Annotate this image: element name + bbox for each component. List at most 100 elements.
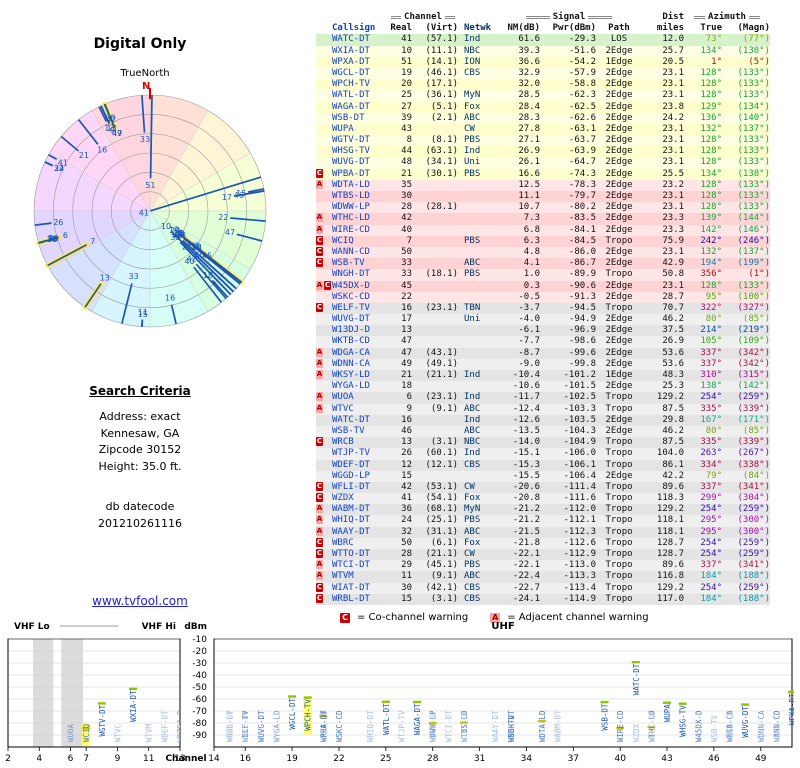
station-callsign[interactable]: WSB-TV (332, 258, 365, 269)
station-callsign[interactable]: WATL-DT (332, 90, 370, 101)
azimuth-magnetic: (85°) (742, 314, 770, 325)
co-channel-badge: C (316, 582, 323, 592)
station-callsign[interactable]: WELF-TV (332, 302, 370, 313)
adjacent-channel-badge: A (316, 213, 323, 223)
band-station-label: WTBS-LD (460, 710, 469, 742)
station-callsign[interactable]: WFLI-DT (332, 481, 370, 492)
station-callsign[interactable]: WRCB (332, 437, 354, 448)
station-callsign[interactable]: WCIQ (332, 235, 354, 246)
station-callsign[interactable]: WSB-DT (332, 112, 365, 123)
station-callsign[interactable]: WKTB-CD (332, 336, 370, 347)
station-callsign[interactable]: WNGH-DT (332, 269, 370, 280)
north-label: N (142, 81, 150, 92)
station-callsign[interactable]: WATC-DT (332, 414, 370, 425)
station-callsign[interactable]: WSKC-CD (332, 291, 370, 302)
power-dbm: -63.1 (568, 123, 596, 134)
warning-badges (316, 79, 332, 90)
station-highlight (303, 698, 312, 735)
signal-path: Tropo (605, 448, 633, 459)
noise-margin-db: 28.5 (518, 90, 540, 101)
station-callsign[interactable]: WAGA-DT (332, 101, 370, 112)
azimuth-true: 299° (700, 493, 722, 504)
dbm-tick-label: -60 (192, 695, 207, 705)
station-callsign[interactable]: WKSY-LD (332, 370, 370, 380)
channel-real: 36 (401, 504, 412, 515)
station-callsign[interactable]: WTHC-LD (332, 213, 370, 224)
station-callsign[interactable]: WGTV-DT (332, 135, 370, 146)
station-callsign[interactable]: WTTO-DT (332, 549, 370, 559)
distance-miles: 23.1 (662, 67, 684, 78)
table-row: WDEF-DT 12 (12.1) CBS -15.3 -106.1 Tropo 86.1 33… (316, 459, 770, 471)
station-callsign[interactable]: W45DX-D (332, 280, 370, 291)
power-dbm: -80.2 (568, 202, 596, 213)
station-callsign[interactable]: WPCH-TV (332, 79, 370, 90)
radar-spoke (179, 241, 232, 295)
station-callsign[interactable]: WIAT-DT (332, 582, 370, 593)
signal-level-marker (82, 727, 91, 730)
station-callsign[interactable]: WGGD-LP (332, 470, 370, 481)
signal-path: Tropo (605, 302, 633, 313)
station-callsign[interactable]: W13DJ-D (332, 325, 370, 336)
station-callsign[interactable]: WABM-DT (332, 504, 370, 515)
station-callsign[interactable]: WATC-DT (332, 34, 370, 45)
station-callsign[interactable]: WDTA-LD (332, 179, 370, 190)
station-callsign[interactable]: WDWW-LP (332, 202, 370, 213)
noise-margin-db: 4.8 (523, 246, 540, 257)
station-callsign[interactable]: WTCI-DT (332, 560, 370, 571)
table-row: W13DJ-D 13 -6.1 -96.9 2Edge 37.5 214° (219°) (316, 325, 770, 337)
table-row: C WFLI-DT 42 (53.1) CW -20.6 -111.4 Tropo 89.6 33… (316, 481, 770, 494)
station-callsign[interactable]: WUOA (332, 392, 354, 403)
station-callsign[interactable]: WHSG-TV (332, 146, 370, 157)
station-callsign[interactable]: WAAY-DT (332, 526, 370, 537)
station-callsign[interactable]: WDNN-CA (332, 358, 370, 369)
station-callsign[interactable]: WDEF-DT (332, 459, 370, 470)
channel-virtual: (43.1) (425, 347, 458, 358)
signal-path: Tropo (605, 593, 633, 604)
station-callsign[interactable]: WUVG-DT (332, 314, 370, 325)
station-callsign[interactable]: WZDX (332, 493, 354, 504)
station-callsign[interactable]: WPBA-DT (332, 168, 370, 179)
signal-group-header: Signal (496, 12, 642, 23)
table-row: A WUOA 6 (23.1) Ind -11.7 -102.5 Tropo 129.2 254°… (316, 392, 770, 404)
station-callsign[interactable]: WSB-TV (332, 425, 365, 436)
station-callsign[interactable]: WHIQ-DT (332, 515, 370, 526)
channel-real: 47 (401, 336, 412, 347)
azimuth-true: 134° (700, 45, 722, 56)
station-callsign[interactable]: WIRE-CD (332, 224, 370, 235)
azimuth-true: 335° (700, 437, 722, 448)
azimuth-magnetic: (300°) (737, 526, 770, 537)
tvfool-link[interactable]: www.tvfool.com (92, 594, 188, 608)
station-callsign[interactable]: WXIA-DT (332, 45, 370, 56)
station-callsign[interactable]: WTJP-TV (332, 448, 370, 459)
channel-real: 13 (401, 437, 412, 448)
station-callsign[interactable]: WPXA-DT (332, 56, 370, 67)
distance-miles: 23.3 (662, 213, 684, 224)
station-callsign[interactable]: WRBL-DT (332, 593, 370, 604)
band-station-label: WSB-DT (601, 703, 610, 731)
station-callsign[interactable]: WANN-CD (332, 246, 370, 257)
distance-miles: 118.1 (656, 515, 684, 526)
station-callsign[interactable]: WDGA-CA (332, 347, 370, 358)
station-callsign[interactable]: WUVG-DT (332, 157, 370, 168)
station-callsign[interactable]: WTVM (332, 571, 354, 582)
signal-path: Tropo (605, 560, 633, 571)
station-callsign[interactable]: WTBS-LD (332, 191, 370, 201)
station-callsign[interactable]: WYGA-LD (332, 381, 370, 392)
station-callsign[interactable]: WGCL-DT (332, 67, 370, 78)
radar-channel-label: 6 (63, 231, 68, 240)
noise-margin-db: -12.6 (512, 414, 540, 425)
station-callsign[interactable]: WUPA (332, 123, 354, 134)
station-callsign[interactable]: WBRC (332, 537, 354, 548)
distance-miles: 26.9 (662, 336, 684, 347)
radar-spoke (141, 95, 146, 133)
channel-tick-label: 14 (208, 754, 220, 764)
station-callsign[interactable]: WTVC (332, 403, 354, 414)
channel-real: 44 (401, 146, 412, 157)
channel-virtual (412, 381, 458, 392)
table-row: C WIAT-DT 30 (42.1) CBS -22.7 -113.4 Tropo 129.2… (316, 582, 770, 594)
noise-margin-db: -11.7 (512, 392, 540, 403)
signal-level-marker (129, 687, 138, 691)
power-dbm: -86.0 (568, 246, 596, 257)
azimuth-magnetic: (133°) (737, 90, 770, 101)
channel-virtual: (14.1) (425, 56, 458, 67)
